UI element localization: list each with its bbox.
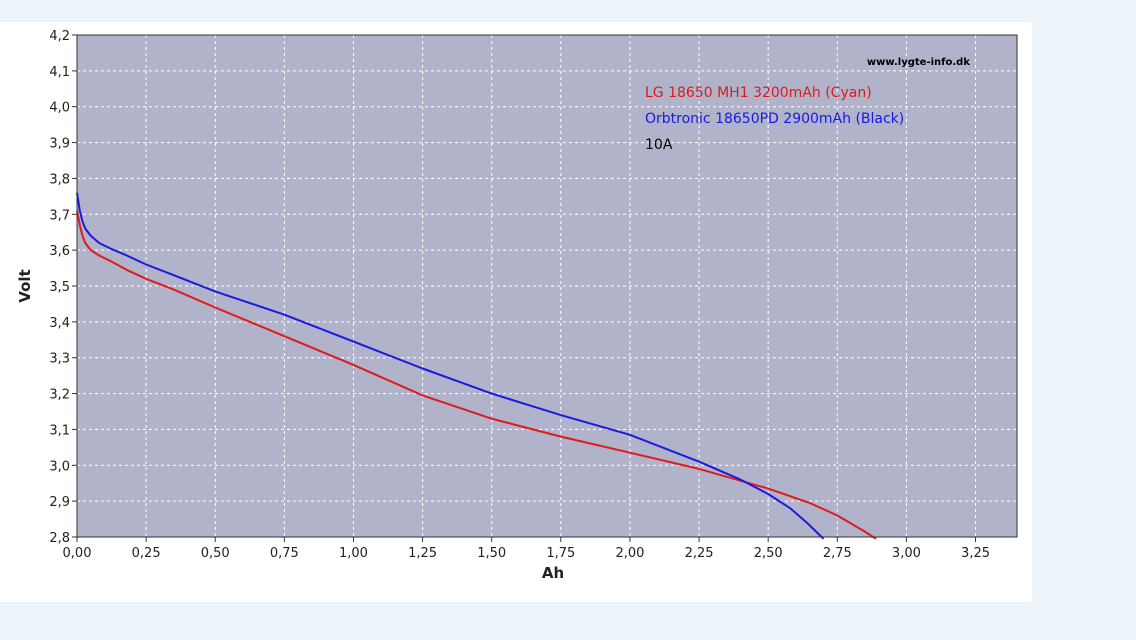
series-line-2 [76,192,825,540]
annotation-2: Orbtronic 18650PD 2900mAh (Black) [645,111,904,127]
x-tick-label: 3,25 [961,546,990,561]
x-tick-label: 0,00 [63,546,92,561]
y-tick-label: 2,8 [49,531,70,546]
y-tick-label: 3,2 [49,388,70,403]
x-tick-label: 1,25 [408,546,437,561]
y-tick-label: 3,1 [49,423,70,438]
y-tick-label: 4,2 [49,29,70,44]
annotation-1: LG 18650 MH1 3200mAh (Cyan) [645,85,872,101]
y-tick-label: 3,0 [49,459,70,474]
plot-frame [76,34,1018,538]
x-tick-label: 2,00 [615,546,644,561]
y-tick-label: 3,7 [49,208,70,223]
x-tick-label: 1,75 [546,546,575,561]
x-tick-label: 2,25 [685,546,714,561]
y-tick-label: 3,6 [49,244,70,259]
x-tick-label: 2,50 [754,546,783,561]
y-tick-label: 3,9 [49,137,70,152]
y-tick-label: 3,4 [49,316,70,331]
y-axis-title: Volt [16,269,34,302]
y-tick-label: 3,3 [49,352,70,367]
watermark-text: www.lygte-info.dk [867,57,970,68]
x-tick-label: 3,00 [892,546,921,561]
annotation-3: 10A [645,137,673,153]
y-tick-label: 3,8 [49,172,70,187]
x-tick-label: 0,75 [270,546,299,561]
x-tick-label: 0,50 [201,546,230,561]
y-tick-label: 4,1 [49,65,70,80]
x-tick-label: 1,50 [477,546,506,561]
x-tick-label: 2,75 [823,546,852,561]
x-axis-title: Ah [542,564,564,582]
y-tick-label: 2,9 [49,495,70,510]
y-tick-label: 4,0 [49,101,70,116]
x-tick-label: 1,00 [339,546,368,561]
discharge-chart: 0,00 0,25 0,50 0,75 1,00 1,25 1,50 1,75 2,00 2,25… [16,29,1018,582]
x-tick-label: 0,25 [132,546,161,561]
chart-card: 0,00 0,25 0,50 0,75 1,00 1,25 1,50 1,75 2,00 2,25… [0,22,1032,602]
y-tick-label: 3,5 [49,280,70,295]
series-line-1 [76,210,877,540]
